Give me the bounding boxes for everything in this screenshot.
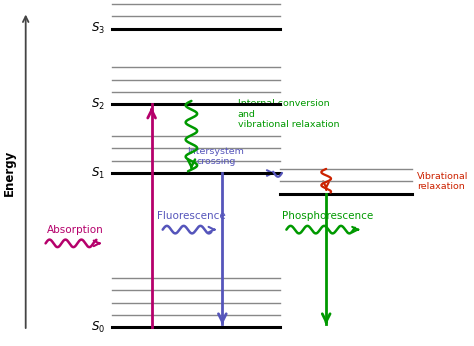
- Text: S$_3$: S$_3$: [91, 21, 105, 36]
- Text: Internal conversion
and
vibrational relaxation: Internal conversion and vibrational rela…: [238, 99, 339, 129]
- Text: S$_1$: S$_1$: [91, 165, 105, 181]
- Text: Vibrational
relaxation: Vibrational relaxation: [417, 172, 468, 191]
- Text: Energy: Energy: [3, 150, 16, 196]
- Text: Phosphorescence: Phosphorescence: [282, 211, 373, 221]
- Text: Fluorescence: Fluorescence: [157, 211, 226, 221]
- Text: S$_0$: S$_0$: [91, 320, 105, 335]
- Text: S$_2$: S$_2$: [91, 97, 105, 112]
- Text: Intersystem
crossing: Intersystem crossing: [187, 147, 244, 166]
- Text: Absorption: Absorption: [47, 225, 104, 235]
